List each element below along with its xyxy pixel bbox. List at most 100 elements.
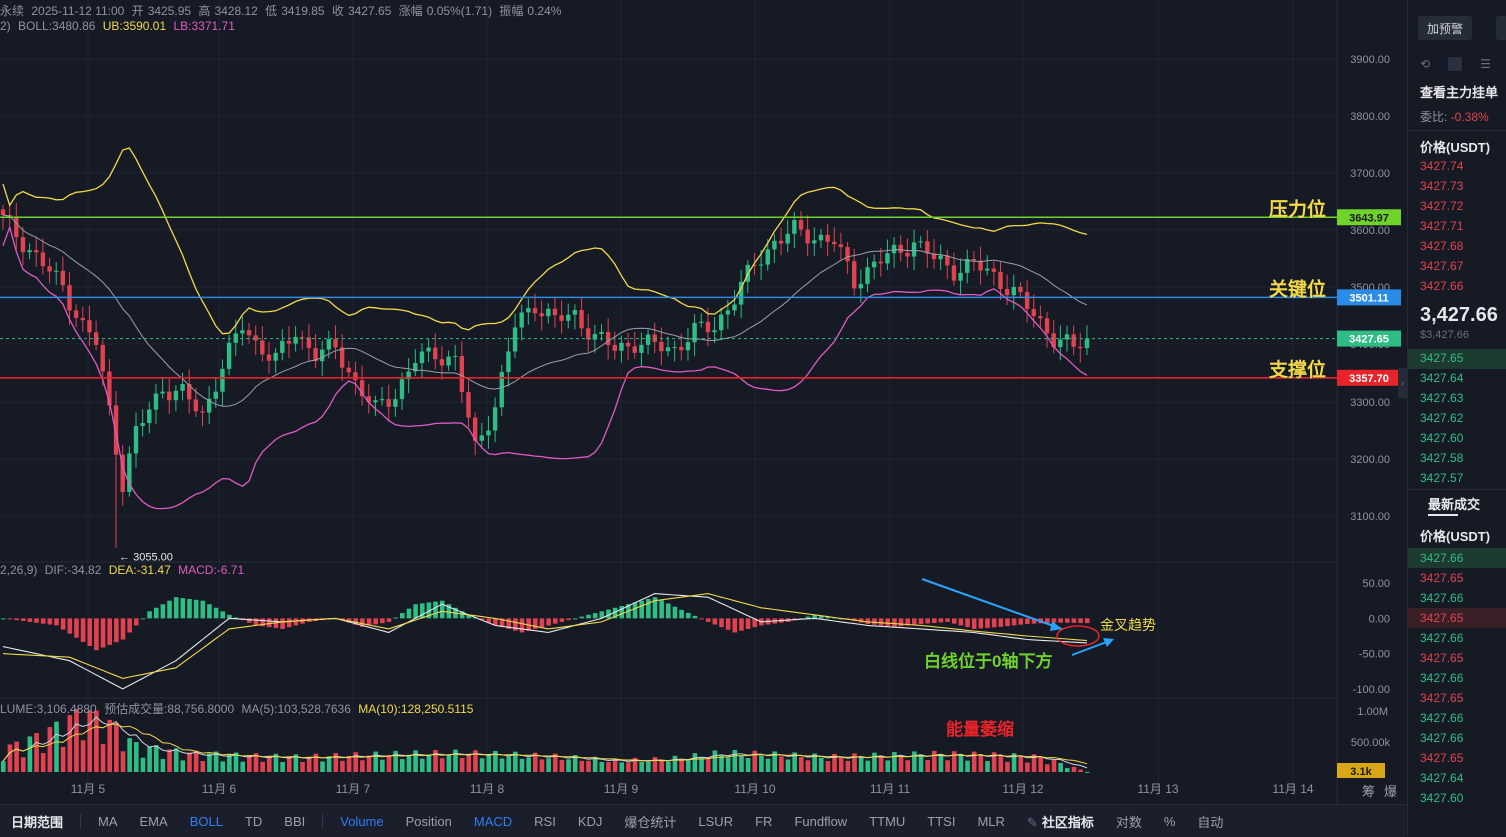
tab-kdj[interactable]: KDJ bbox=[577, 813, 603, 829]
resistance-level-tag-text: 3643.97 bbox=[1349, 212, 1389, 224]
candle-up bbox=[526, 308, 531, 313]
order-book-link[interactable]: 查看主力挂单 bbox=[1420, 85, 1499, 100]
macd-header: 2,26,9) DIF:-34.82 DEA:-31.47 MACD:-6.71 bbox=[0, 563, 248, 577]
tab-ttsi[interactable]: TTSI bbox=[927, 813, 956, 829]
tab-fr[interactable]: FR bbox=[755, 813, 773, 829]
tab-ttmu[interactable]: TTMU bbox=[869, 813, 906, 829]
volume-bar-up bbox=[865, 760, 871, 772]
tab-boll[interactable]: BOLL bbox=[189, 813, 223, 829]
ask-price[interactable]: 3427.74 bbox=[1420, 159, 1464, 173]
tab-td[interactable]: TD bbox=[244, 813, 263, 829]
high-value: 3428.12 bbox=[214, 4, 258, 18]
tab-date-range[interactable]: 日期范围 bbox=[11, 814, 64, 830]
add-alert-button[interactable]: 加预警 bbox=[1418, 16, 1472, 40]
macd-bar-negative bbox=[513, 618, 518, 631]
tab-lsur[interactable]: LSUR bbox=[698, 813, 734, 829]
tab-liquidation[interactable]: 爆仓统计 bbox=[624, 814, 677, 830]
tab-fundflow[interactable]: Fundflow bbox=[794, 813, 848, 829]
tab-community[interactable]: ✎ 社区指标 bbox=[1016, 812, 1105, 831]
collapse-handle[interactable]: › bbox=[1398, 368, 1407, 398]
macd-bar-positive bbox=[147, 611, 152, 619]
tab-ma[interactable]: MA bbox=[98, 813, 118, 829]
low-value: 3419.85 bbox=[281, 4, 325, 18]
volume-bar-up bbox=[592, 756, 598, 772]
bid-price[interactable]: 3427.58 bbox=[1420, 451, 1464, 465]
ma10-value: MA(10):128,250.5115 bbox=[358, 702, 474, 716]
price-header: 价格(USDT) bbox=[1420, 140, 1491, 155]
tab-macd[interactable]: MACD bbox=[473, 813, 513, 829]
volume-bar-up bbox=[792, 752, 797, 772]
bids-only-icon[interactable]: ☰ bbox=[1480, 57, 1491, 71]
candle-down bbox=[931, 253, 937, 260]
volume-bar-up bbox=[938, 754, 944, 772]
chart-canvas[interactable]: 3900.003800.003700.003600.003500.003400.… bbox=[0, 0, 1406, 804]
candle-up bbox=[871, 261, 877, 268]
volume-bar-down bbox=[306, 756, 312, 772]
candle-down bbox=[752, 264, 757, 266]
volume-bar-up bbox=[293, 754, 299, 772]
volume-bar-up bbox=[646, 761, 651, 772]
candle-down bbox=[1078, 346, 1083, 349]
volume-bar-up bbox=[725, 757, 731, 772]
bid-price[interactable]: 3427.65 bbox=[1420, 351, 1464, 365]
volume-bar-up bbox=[812, 753, 817, 772]
ask-price[interactable]: 3427.72 bbox=[1420, 199, 1464, 213]
tab-position[interactable]: Position bbox=[405, 813, 452, 829]
macd-bar-positive bbox=[193, 599, 199, 619]
macd-bar-positive bbox=[632, 602, 638, 619]
dea-line bbox=[2, 593, 1088, 679]
volume-bar-up bbox=[672, 755, 678, 772]
volume-bar-up bbox=[406, 754, 412, 772]
ratio-row: 委比: -0.38% bbox=[1420, 108, 1489, 125]
tab-volume[interactable]: Volume bbox=[340, 813, 384, 829]
candle-down bbox=[80, 317, 85, 321]
macd-bar-negative bbox=[100, 618, 106, 648]
macd-bar-negative bbox=[932, 618, 937, 623]
tab-log[interactable]: 对数 bbox=[1115, 814, 1142, 830]
bid-price[interactable]: 3427.60 bbox=[1420, 431, 1464, 445]
candle-time: 2025-11-12 11:00 bbox=[31, 4, 125, 18]
bid-price[interactable]: 3427.64 bbox=[1420, 371, 1464, 385]
volume-bar-up bbox=[712, 750, 718, 772]
ask-price[interactable]: 3427.73 bbox=[1420, 179, 1464, 193]
candle-down bbox=[679, 346, 684, 351]
bid-price[interactable]: 3427.62 bbox=[1420, 411, 1464, 425]
macd-bar-negative bbox=[386, 618, 392, 622]
candle-down bbox=[113, 405, 119, 455]
chip-tool[interactable]: 筹 bbox=[1362, 784, 1376, 799]
ask-price[interactable]: 3427.68 bbox=[1420, 239, 1464, 253]
ask-price[interactable]: 3427.66 bbox=[1420, 279, 1464, 293]
candle-down bbox=[459, 355, 465, 393]
candle-up bbox=[725, 310, 731, 315]
bid-price[interactable]: 3427.63 bbox=[1420, 391, 1464, 405]
ask-price[interactable]: 3427.71 bbox=[1420, 219, 1464, 233]
bid-price[interactable]: 3427.57 bbox=[1420, 471, 1464, 485]
volume-bar-up bbox=[885, 760, 891, 772]
tab-percent[interactable]: % bbox=[1163, 813, 1176, 829]
tab-bbi[interactable]: BBI bbox=[284, 813, 306, 829]
macd-bar-negative bbox=[865, 618, 871, 624]
time-tick-label: 11月 7 bbox=[336, 782, 371, 796]
ask-price[interactable]: 3427.67 bbox=[1420, 259, 1464, 273]
undo-icon[interactable]: ⟲ bbox=[1420, 57, 1431, 71]
time-tick-label: 11月 10 bbox=[734, 782, 775, 796]
candle-up bbox=[599, 332, 604, 335]
tab-ema[interactable]: EMA bbox=[139, 813, 168, 829]
macd-bar-negative bbox=[745, 618, 751, 629]
more-button[interactable] bbox=[1496, 16, 1506, 40]
trades-title[interactable]: 最新成交 bbox=[1428, 497, 1481, 512]
candle-up bbox=[712, 330, 717, 333]
tab-mlr[interactable]: MLR bbox=[977, 813, 1005, 829]
liquidation-tool[interactable]: 爆 bbox=[1384, 784, 1398, 799]
tab-auto[interactable]: 自动 bbox=[1197, 814, 1224, 830]
both-sides-icon[interactable] bbox=[1448, 57, 1463, 71]
tab-rsi[interactable]: RSI bbox=[534, 813, 556, 829]
volume-bar-down bbox=[60, 746, 66, 772]
candle-down bbox=[625, 342, 631, 347]
trade-price: 3427.60 bbox=[1420, 791, 1464, 805]
macd-bar-positive bbox=[160, 604, 166, 619]
candle-up bbox=[173, 390, 179, 401]
candle-up bbox=[240, 330, 245, 334]
macd-bar-negative bbox=[971, 618, 977, 629]
